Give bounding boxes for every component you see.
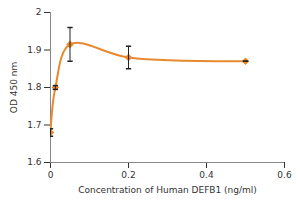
svg-text:2: 2: [36, 7, 42, 17]
svg-text:1.8: 1.8: [27, 82, 42, 92]
svg-text:1.6: 1.6: [27, 157, 42, 167]
svg-text:0.6: 0.6: [277, 170, 292, 180]
svg-text:1.7: 1.7: [27, 120, 41, 130]
svg-text:Concentration of Human DEFB1 (: Concentration of Human DEFB1 (ng/ml): [78, 185, 257, 195]
svg-text:0: 0: [48, 170, 54, 180]
svg-text:1.9: 1.9: [27, 45, 42, 55]
svg-text:0.2: 0.2: [121, 170, 135, 180]
svg-text:0.4: 0.4: [199, 170, 214, 180]
svg-text:OD 450 nm: OD 450 nm: [9, 62, 19, 113]
